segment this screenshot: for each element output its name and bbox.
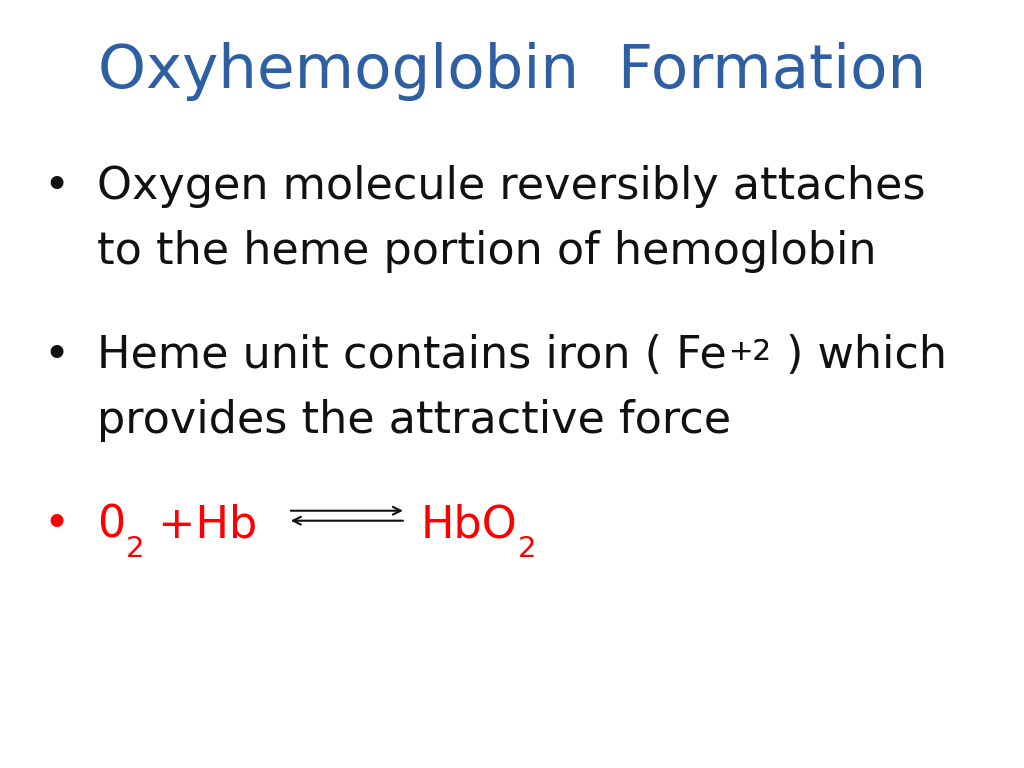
Text: •: • [43, 165, 70, 208]
Text: •: • [43, 503, 70, 546]
Text: +2: +2 [729, 338, 772, 366]
Text: Heme unit contains iron ( Fe: Heme unit contains iron ( Fe [97, 334, 727, 377]
Text: ) which: ) which [772, 334, 947, 377]
Text: HbO: HbO [421, 503, 518, 546]
Text: Oxygen molecule reversibly attaches: Oxygen molecule reversibly attaches [97, 165, 926, 208]
Text: Oxyhemoglobin  Formation: Oxyhemoglobin Formation [98, 42, 926, 101]
Text: 2: 2 [518, 535, 537, 563]
Text: 0: 0 [97, 503, 126, 546]
Text: +Hb: +Hb [144, 503, 257, 546]
Text: 2: 2 [126, 535, 144, 563]
Text: +2: +2 [729, 338, 772, 366]
Text: provides the attractive force: provides the attractive force [97, 399, 731, 442]
Text: •: • [43, 334, 70, 377]
Text: to the heme portion of hemoglobin: to the heme portion of hemoglobin [97, 230, 877, 273]
